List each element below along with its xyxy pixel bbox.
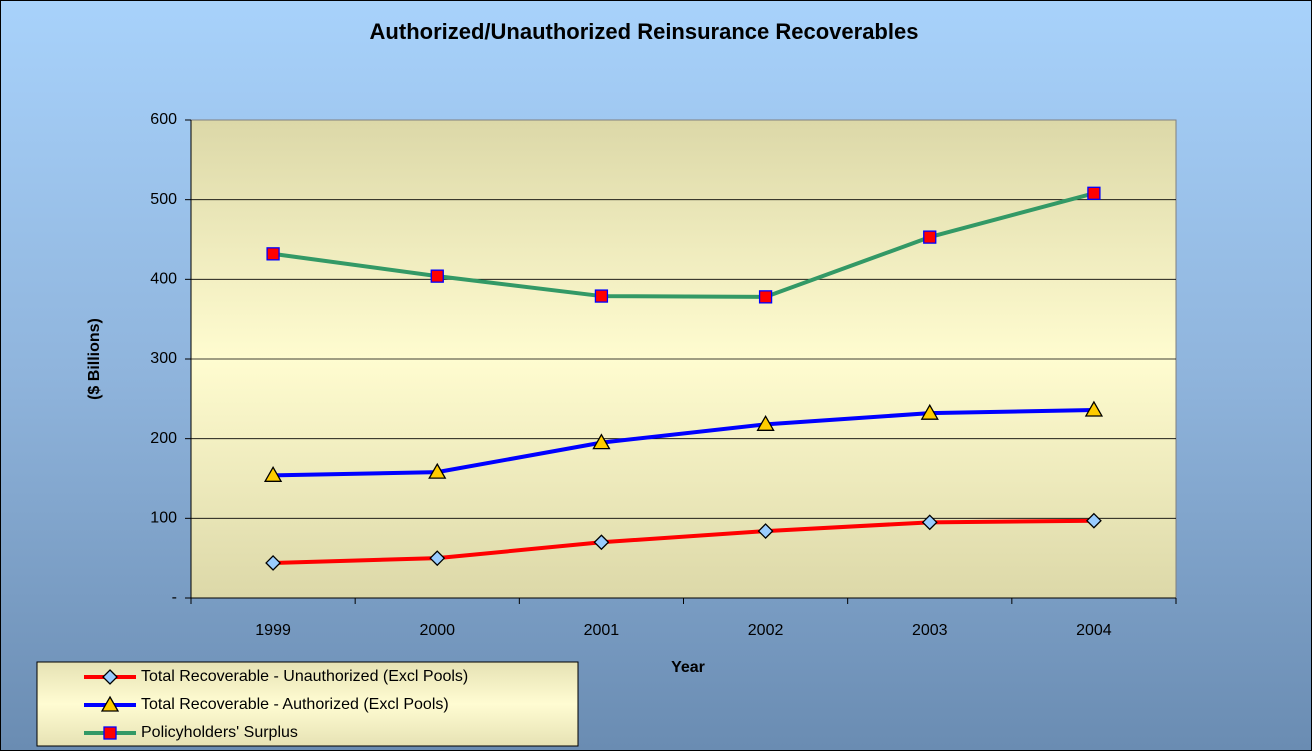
marker [429, 550, 446, 567]
marker [100, 695, 120, 712]
marker [1087, 186, 1101, 200]
marker [428, 462, 447, 479]
series-line [272, 191, 1095, 299]
marker [756, 415, 775, 431]
marker [102, 669, 118, 685]
marker [265, 555, 282, 571]
marker [592, 433, 611, 450]
y-tick-label: 200 [150, 430, 177, 447]
marker [1085, 512, 1102, 529]
x-tick-label: 2003 [912, 622, 948, 639]
marker [921, 514, 938, 531]
marker [263, 466, 283, 482]
y-tick-label: 500 [150, 191, 177, 208]
marker [430, 269, 444, 283]
x-tick-label: 2000 [419, 622, 455, 639]
marker [593, 534, 610, 551]
marker [103, 726, 117, 740]
chart-title: Authorized/Unauthorized Reinsurance Reco… [370, 19, 919, 44]
y-tick-label: 600 [150, 111, 177, 128]
y-tick-label: 100 [150, 510, 177, 527]
y-tick-label: - [172, 589, 177, 606]
x-tick-label: 2004 [1076, 622, 1112, 639]
x-tick-label: 2001 [584, 622, 620, 639]
marker [1084, 400, 1104, 417]
x-tick-label: 1999 [255, 622, 291, 639]
legend-label: Policyholders' Surplus [141, 724, 298, 741]
marker [266, 247, 280, 261]
marker [594, 289, 609, 303]
series-line [273, 518, 1094, 565]
x-tick-label: 2002 [748, 622, 784, 639]
series-line [273, 407, 1094, 478]
marker [920, 403, 939, 420]
marker [923, 230, 937, 244]
marker [757, 523, 774, 539]
legend-label: Total Recoverable - Authorized (Excl Poo… [141, 696, 449, 713]
marker [758, 290, 773, 304]
y-axis-label: ($ Billions) [86, 318, 103, 400]
y-tick-label: 300 [150, 350, 177, 367]
y-tick-label: 400 [150, 271, 177, 288]
x-axis-label: Year [671, 659, 705, 676]
legend-label: Total Recoverable - Unauthorized (Excl P… [141, 668, 468, 685]
